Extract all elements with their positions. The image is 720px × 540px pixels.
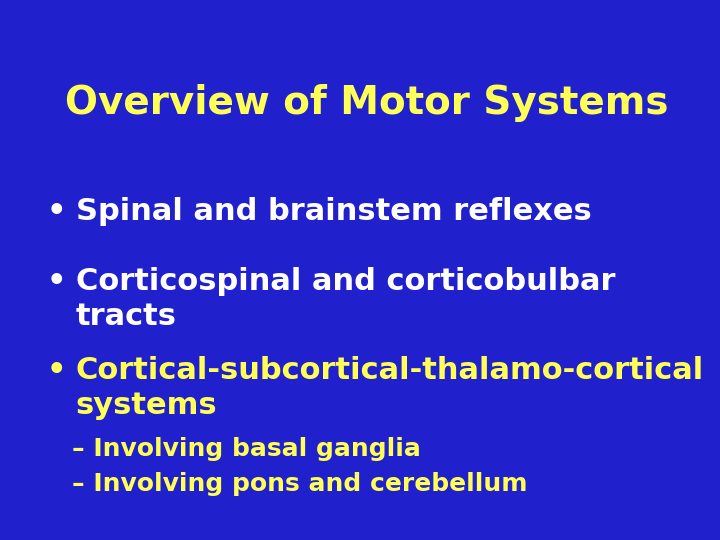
Text: •: • [47,356,66,386]
Text: – Involving pons and cerebellum: – Involving pons and cerebellum [72,472,528,496]
Text: Cortical-subcortical-thalamo-cortical
systems: Cortical-subcortical-thalamo-cortical sy… [76,356,704,420]
Text: •: • [47,197,66,226]
Text: Spinal and brainstem reflexes: Spinal and brainstem reflexes [76,197,591,226]
Text: •: • [47,267,66,296]
Text: Corticospinal and corticobulbar
tracts: Corticospinal and corticobulbar tracts [76,267,615,331]
Text: Overview of Motor Systems: Overview of Motor Systems [65,84,668,122]
Text: – Involving basal ganglia: – Involving basal ganglia [72,437,421,461]
